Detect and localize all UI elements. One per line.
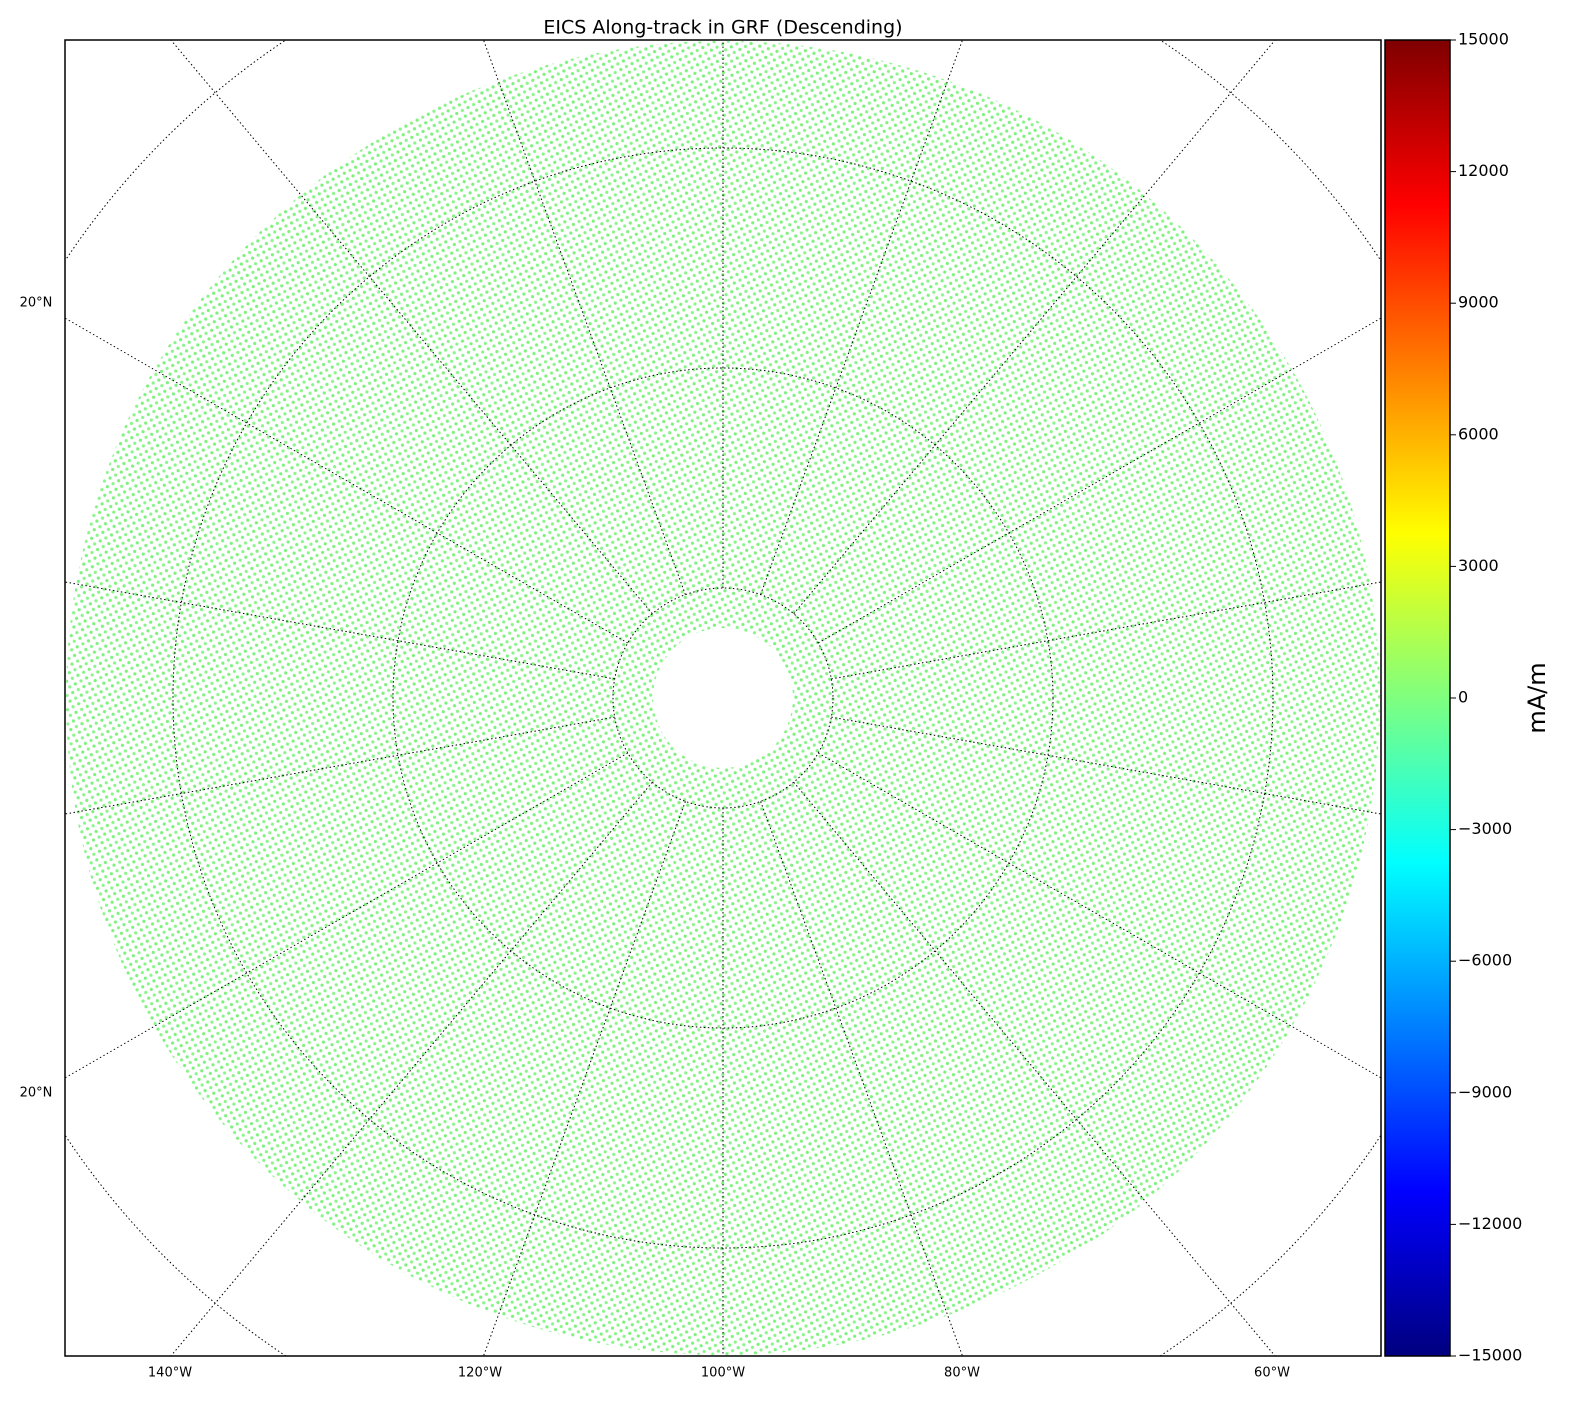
meridian-label: 140°W	[148, 1366, 192, 1381]
meridian	[760, 40, 964, 595]
colorbar-tick-label: −12000	[1458, 1214, 1522, 1233]
chart-title: EICS Along-track in GRF (Descending)	[543, 17, 902, 39]
meridian	[65, 317, 628, 644]
parallel-label: 20°N	[20, 1086, 53, 1101]
parallel-label: 20°N	[20, 296, 53, 311]
colorbar-tick-label: 12000	[1458, 161, 1509, 180]
parallel	[172, 147, 1274, 1249]
parallel	[392, 367, 1054, 1029]
meridian-label: 120°W	[458, 1366, 502, 1381]
colorbar-tick-label: 15000	[1458, 30, 1509, 49]
meridian	[482, 40, 686, 595]
meridian	[170, 40, 653, 615]
meridian	[760, 801, 964, 1356]
meridian	[831, 716, 1381, 815]
meridian	[65, 752, 628, 1079]
meridian	[65, 581, 615, 680]
meridian	[65, 716, 615, 815]
meridian-label: 80°W	[944, 1366, 980, 1381]
colorbar-tick-label: 0	[1458, 688, 1468, 707]
meridian	[793, 781, 1276, 1356]
colorbar-tick-label: 6000	[1458, 424, 1499, 443]
meridian	[831, 581, 1381, 680]
colorbar-tick-label: 9000	[1458, 293, 1499, 312]
colorbar-tick-label: −9000	[1458, 1082, 1512, 1101]
colorbar-tick-label: −15000	[1458, 1346, 1522, 1365]
meridian-label: 100°W	[701, 1366, 745, 1381]
meridian	[482, 801, 686, 1356]
pole-gap	[653, 628, 793, 768]
map-frame	[64, 39, 1382, 1357]
colorbar-tick-label: −6000	[1458, 951, 1512, 970]
colorbar-tick-label: 3000	[1458, 556, 1499, 575]
meridian-label: 60°W	[1254, 1366, 1290, 1381]
colorbar-label: mA/m	[1523, 662, 1551, 733]
colorbar-tick-label: −3000	[1458, 819, 1512, 838]
meridian	[818, 317, 1381, 644]
meridian	[170, 781, 653, 1356]
meridian	[793, 40, 1276, 615]
meridian	[818, 752, 1381, 1079]
colorbar	[1384, 39, 1451, 1357]
